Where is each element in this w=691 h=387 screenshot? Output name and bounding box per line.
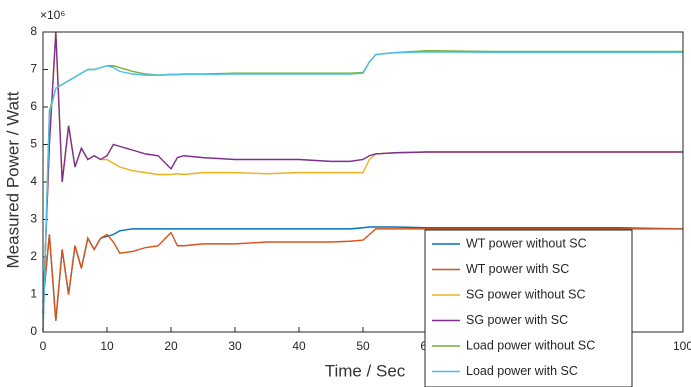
y-tick-label: 2 (30, 249, 37, 263)
y-multiplier: ×10⁶ (40, 8, 65, 22)
legend-label: WT power with SC (466, 262, 569, 276)
plot-frame (42, 31, 684, 333)
series-line (42, 228, 683, 321)
x-tick-label: 0 (40, 339, 47, 353)
series-line (42, 51, 683, 333)
y-tick-label: 4 (30, 174, 37, 188)
y-tick-label: 6 (30, 99, 37, 113)
y-tick-label: 1 (30, 287, 37, 301)
x-tick-label: 30 (228, 339, 242, 353)
y-tick-label: 5 (30, 137, 37, 151)
y-tick-label: 7 (30, 62, 37, 76)
y-axis-title: Measured Power / Watt (3, 91, 22, 268)
y-tick-label: 3 (30, 212, 37, 226)
legend-label: SG power with SC (466, 313, 568, 327)
y-tick-label: 0 (30, 324, 37, 338)
x-tick-label: 20 (164, 339, 178, 353)
legend-label: WT power without SC (466, 236, 587, 250)
legend-label: Load power without SC (466, 338, 595, 352)
y-tick-label: 8 (30, 24, 37, 38)
legend-box (424, 229, 633, 387)
legend-label: Load power with SC (466, 364, 578, 378)
x-tick-label: 100 (673, 339, 691, 353)
x-tick-label: 10 (100, 339, 114, 353)
series-line (42, 31, 683, 314)
legend-label: SG power without SC (466, 287, 586, 301)
legend: WT power without SC WT power with SC SG po… (424, 229, 633, 387)
x-tick-label: 40 (292, 339, 306, 353)
x-tick-label: 50 (356, 339, 370, 353)
x-axis-title: Time / Sec (325, 361, 406, 380)
